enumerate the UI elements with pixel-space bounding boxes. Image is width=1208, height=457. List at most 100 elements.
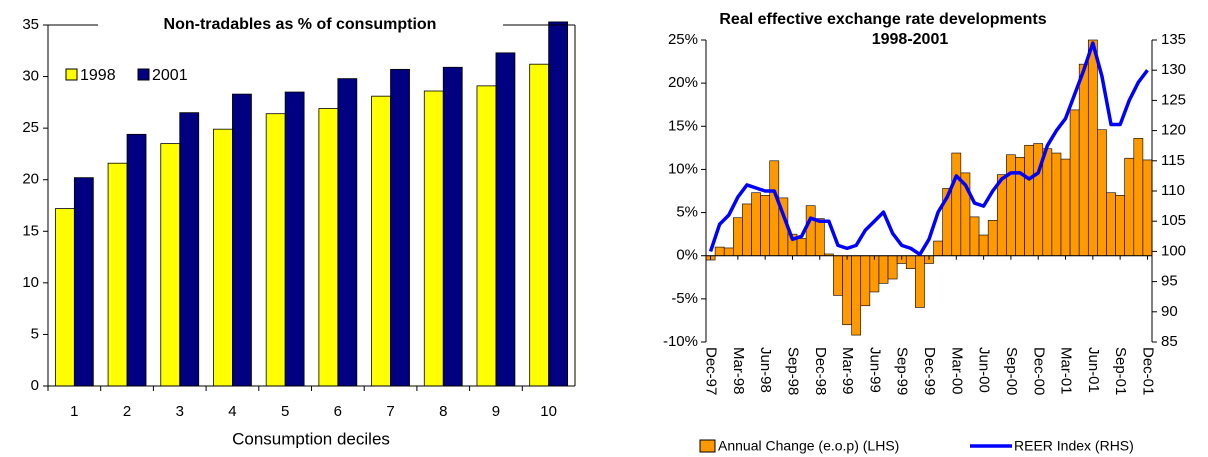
bar	[73, 177, 94, 387]
bar	[833, 255, 843, 296]
bar	[723, 247, 734, 257]
x-tick-label: Mar-98	[730, 347, 747, 395]
chart-subtitle: 1998-2001	[872, 31, 949, 48]
y-tick-label: 20%	[668, 74, 698, 91]
bar	[284, 91, 305, 387]
x-tick-label: 6	[334, 403, 342, 420]
bar	[265, 113, 286, 387]
bar	[969, 216, 980, 257]
x-tick-label: Sep-99	[894, 347, 911, 395]
bar	[1133, 138, 1144, 257]
bar	[769, 160, 780, 257]
x-tick-label: 4	[228, 403, 236, 420]
x-tick-label: Dec-01	[1139, 347, 1156, 395]
x-tick-label: 7	[386, 403, 394, 420]
y-tick-label: -5%	[671, 290, 698, 307]
x-tick-label: 9	[492, 403, 500, 420]
bar	[1006, 154, 1016, 257]
bar	[751, 192, 761, 257]
line	[708, 41, 1149, 257]
x-tick-label: Jun-98	[757, 347, 774, 393]
y2-tick-label: 85	[1161, 333, 1178, 350]
y2-tick-label: 90	[1161, 303, 1178, 320]
bar	[733, 217, 743, 257]
bar	[1069, 109, 1080, 257]
y2-tick-label: 135	[1161, 31, 1186, 48]
legend-swatch	[137, 68, 150, 81]
bar	[390, 68, 410, 387]
bar	[1115, 195, 1125, 257]
bar	[878, 255, 889, 284]
bar	[1042, 148, 1053, 257]
y2-tick-label: 125	[1161, 91, 1186, 108]
bar	[851, 255, 862, 336]
bar	[107, 162, 128, 387]
bar	[742, 203, 752, 257]
legend-swatch	[65, 68, 78, 81]
x-tick-label: Dec-98	[812, 347, 829, 395]
bar	[529, 63, 550, 387]
legend-label: 2001	[152, 67, 188, 84]
bar	[1078, 63, 1089, 257]
x-tick-label: 10	[540, 403, 557, 420]
bar	[318, 108, 339, 387]
legend-label: REER Index (RHS)	[1014, 438, 1134, 454]
legend-label: 1998	[80, 67, 116, 84]
bar	[548, 21, 569, 387]
y-tick-label: 25%	[668, 31, 698, 48]
bar	[1142, 159, 1153, 257]
bar	[371, 95, 391, 387]
bar	[760, 195, 771, 257]
y2-tick-label: 130	[1161, 61, 1186, 78]
bar	[915, 255, 925, 308]
y-tick-label: 0	[31, 377, 39, 394]
y-tick-label: 25	[22, 119, 39, 136]
bar	[495, 52, 516, 387]
y2-tick-label: 105	[1161, 212, 1186, 229]
bar	[860, 255, 871, 307]
bar	[887, 255, 898, 280]
bar	[796, 238, 807, 257]
bar	[978, 234, 989, 257]
chart-title: Real effective exchange rate development…	[719, 11, 1046, 28]
y2-tick-label: 95	[1161, 273, 1178, 290]
y-tick-label: 10	[22, 274, 39, 291]
x-tick-label: Mar-99	[839, 347, 856, 395]
bar	[951, 152, 962, 257]
bar	[160, 143, 181, 387]
bar	[1051, 152, 1062, 257]
bar	[842, 255, 852, 326]
x-tick-label: Jun-99	[866, 347, 883, 393]
bar	[1060, 158, 1071, 257]
bar	[54, 208, 75, 387]
bar	[933, 240, 943, 257]
x-tick-label: Dec-99	[921, 347, 938, 395]
y-tick-label: -10%	[663, 333, 698, 350]
y-tick-label: 0%	[676, 247, 698, 264]
x-tick-label: Dec-97	[703, 347, 720, 395]
x-tick-label: Jun-01	[1085, 347, 1102, 393]
bar	[442, 66, 463, 387]
x-tick-label: 8	[439, 403, 447, 420]
bar	[814, 218, 825, 257]
bar	[1106, 192, 1116, 257]
bar	[476, 85, 497, 387]
bar	[905, 255, 916, 269]
bar	[987, 220, 998, 257]
bar	[213, 128, 233, 387]
y-tick-label: 5%	[676, 204, 698, 221]
bar	[1124, 157, 1135, 257]
bar	[805, 205, 816, 257]
bar	[423, 90, 444, 387]
bar	[714, 246, 725, 257]
bar	[126, 133, 147, 387]
bar	[1097, 129, 1107, 257]
title-box	[98, 13, 503, 37]
x-tick-label: 5	[281, 403, 289, 420]
y2-tick-label: 100	[1161, 242, 1186, 259]
x-tick-label: 3	[176, 403, 184, 420]
x-tick-label: Sep-00	[1003, 347, 1020, 395]
y2-tick-label: 120	[1161, 122, 1186, 139]
x-tick-label: 2	[123, 403, 131, 420]
